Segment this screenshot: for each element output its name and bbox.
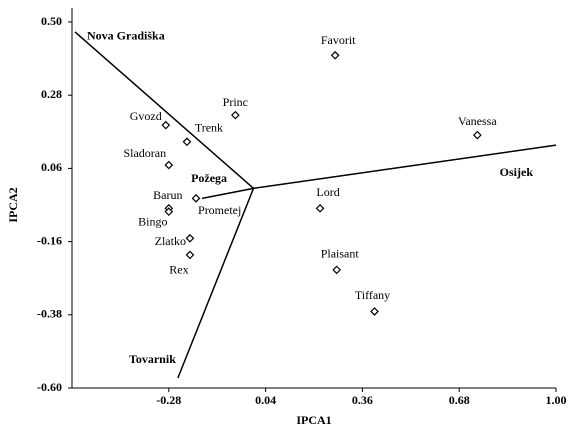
genotype-label: Sladoran <box>123 146 166 160</box>
genotype-point <box>315 203 325 213</box>
environment-label: Požega <box>191 171 227 185</box>
genotype-label: Plaisant <box>321 247 360 261</box>
y-tick-label: -0.38 <box>37 307 62 321</box>
genotype-label: Tiffany <box>355 288 390 302</box>
genotype-label: Prometej <box>198 203 241 217</box>
environment-vector <box>177 188 255 379</box>
genotype-point <box>191 193 201 203</box>
genotype-point <box>164 160 174 170</box>
environment-label: Tovarnik <box>129 352 176 366</box>
environment-vector <box>74 31 254 189</box>
genotype-label: Vanessa <box>458 114 497 128</box>
genotype-point <box>231 110 240 120</box>
x-tick-label: 1.00 <box>546 393 567 407</box>
genotype-point <box>332 265 342 275</box>
genotype-label: Favorit <box>321 33 356 47</box>
genotype-label: Lord <box>316 185 339 199</box>
genotype-point <box>185 233 195 243</box>
y-axis-title: IPCA2 <box>6 187 20 222</box>
y-tick-label: 0.28 <box>41 87 62 101</box>
x-tick-label: -0.28 <box>156 393 181 407</box>
genotype-label: Trenk <box>195 121 223 135</box>
genotype-point <box>164 207 174 217</box>
genotype-label: Princ <box>223 95 248 109</box>
genotype-point <box>185 250 195 260</box>
environment-label: Osijek <box>500 165 534 179</box>
x-tick-label: 0.04 <box>255 393 276 407</box>
y-tick-label: -0.60 <box>37 380 62 394</box>
genotype-label: Barun <box>153 188 182 202</box>
genotype-point <box>370 307 379 316</box>
x-axis-title: IPCA1 <box>296 413 331 427</box>
genotype-point <box>182 137 192 147</box>
genotype-label: Bingo <box>138 214 167 228</box>
x-tick-label: 0.68 <box>449 393 470 407</box>
environment-vector <box>201 187 254 200</box>
genotype-label: Rex <box>169 263 188 277</box>
genotype-point <box>473 130 482 140</box>
genotype-label: Zlatko <box>155 234 186 248</box>
y-tick-label: 0.06 <box>41 160 62 174</box>
genotype-point <box>330 50 340 60</box>
x-tick-label: 0.36 <box>352 393 373 407</box>
environment-vector <box>253 144 557 190</box>
genotype-point <box>161 120 171 130</box>
environment-label: Nova Gradiška <box>87 29 165 43</box>
genotype-label: Gvozd <box>130 109 162 123</box>
y-tick-label: 0.50 <box>41 14 62 28</box>
y-tick-label: -0.16 <box>37 233 62 247</box>
